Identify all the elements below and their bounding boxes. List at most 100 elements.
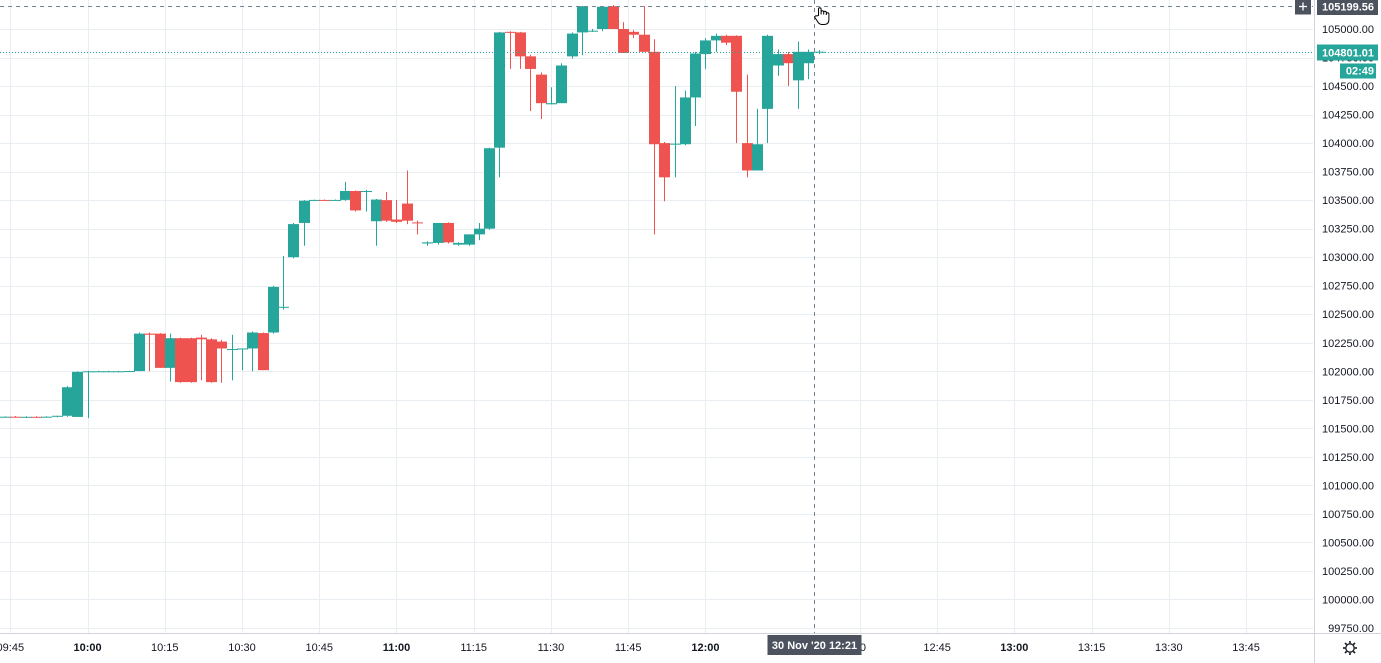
candle-body (350, 191, 361, 211)
candle-down (155, 333, 166, 368)
candle-body (93, 371, 104, 373)
candle-body (299, 200, 310, 223)
price-tick-label: 100750.00 (1322, 509, 1374, 521)
countdown-label: 02:49 (1346, 66, 1374, 78)
candle-down (742, 74, 753, 178)
candle-down (31, 416, 42, 418)
candle-up (103, 370, 114, 373)
time-tick-label: 13:00 (1000, 642, 1028, 654)
candle-body (700, 40, 711, 55)
candle-down (515, 31, 526, 69)
candle-down (649, 39, 660, 235)
price-axis: 99750.00 100000.00 100250.00 100500.00 10075… (1322, 24, 1374, 635)
crosshair-price-label: 105199.56 (1322, 2, 1374, 14)
candle-up (690, 51, 701, 126)
candle-up (453, 242, 464, 246)
candle-body (124, 371, 135, 373)
time-axis: 09:45 10:00 10:15 10:30 10:45 11:00 11:15 11:30… (0, 642, 1260, 654)
candle-body (402, 203, 413, 221)
candle-body (144, 333, 155, 335)
candle-body (258, 333, 269, 371)
candle-up (165, 333, 176, 382)
candle-up (546, 87, 557, 105)
price-tick-label: 102250.00 (1322, 338, 1374, 350)
candle-body (21, 416, 32, 418)
price-tick-label: 101750.00 (1322, 395, 1374, 407)
time-tick-label: 13:30 (1155, 642, 1183, 654)
candle-body (433, 222, 444, 243)
candle-body (10, 416, 21, 418)
candle-body (319, 199, 330, 201)
candle-body (83, 371, 94, 373)
candle-up (474, 222, 485, 241)
candle-up (577, 6, 588, 56)
candle-up (556, 63, 567, 104)
candle-body (464, 234, 475, 245)
candle-down (144, 332, 155, 372)
candle-down (186, 337, 197, 383)
candle-body (556, 65, 567, 104)
candle-down (391, 200, 402, 223)
price-tick-label: 100250.00 (1322, 566, 1374, 578)
price-tick-label: 102750.00 (1322, 281, 1374, 293)
candle-body (577, 6, 588, 33)
candle-up (700, 38, 711, 69)
candle-up (237, 348, 248, 371)
candle-up (299, 200, 310, 246)
candle-body (155, 333, 166, 368)
price-tick-label: 103250.00 (1322, 224, 1374, 236)
candle-down (721, 34, 732, 45)
candle-body (247, 332, 258, 349)
hand-cursor-shape (814, 7, 830, 25)
candle-up (247, 331, 258, 372)
candle-up (433, 222, 444, 245)
candle-body (597, 6, 608, 29)
time-tick-label: 10:45 (305, 642, 333, 654)
candle-down (443, 222, 454, 244)
candle-down (350, 190, 361, 212)
chart-settings-button[interactable] (1336, 634, 1364, 662)
candle-body (721, 35, 732, 43)
candle-up (330, 199, 341, 201)
candle-body (134, 333, 145, 372)
price-tick-label: 101000.00 (1322, 480, 1374, 492)
time-tick-label: 09:45 (0, 642, 24, 654)
candle-body (649, 51, 660, 145)
candle-up (484, 147, 495, 230)
candle-up (278, 256, 289, 310)
candle-body (628, 31, 639, 35)
candle-body (690, 53, 701, 98)
candle-down (536, 72, 547, 120)
candle-body (793, 51, 804, 81)
candle-body (103, 371, 114, 373)
candle-up (41, 416, 52, 418)
candle-body (216, 341, 227, 349)
price-tick-label: 103500.00 (1322, 195, 1374, 207)
candle-down (505, 31, 516, 69)
price-tick-label: 101500.00 (1322, 423, 1374, 435)
plus-icon[interactable] (1295, 0, 1311, 15)
candle-up (464, 234, 475, 246)
candle-body (773, 54, 784, 66)
candles (0, 5, 825, 419)
crosshair-price-tag (1317, 0, 1378, 15)
candle-up (670, 86, 681, 178)
candle-body (618, 29, 629, 53)
candle-body (639, 34, 650, 52)
candle-up (711, 33, 722, 52)
candle-body (515, 32, 526, 57)
candle-body (412, 222, 423, 224)
price-tick-label: 104000.00 (1322, 138, 1374, 150)
price-tick-label: 99750.00 (1328, 623, 1374, 635)
candle-up (340, 181, 351, 201)
candle-body (567, 33, 578, 57)
candle-up (361, 189, 372, 212)
candle-up (680, 90, 691, 146)
candle-body (659, 143, 670, 178)
candle-body (608, 6, 619, 29)
candle-down (258, 332, 269, 371)
last-price-label: 104801.01 (1322, 48, 1374, 60)
gear-icon (1342, 640, 1358, 656)
